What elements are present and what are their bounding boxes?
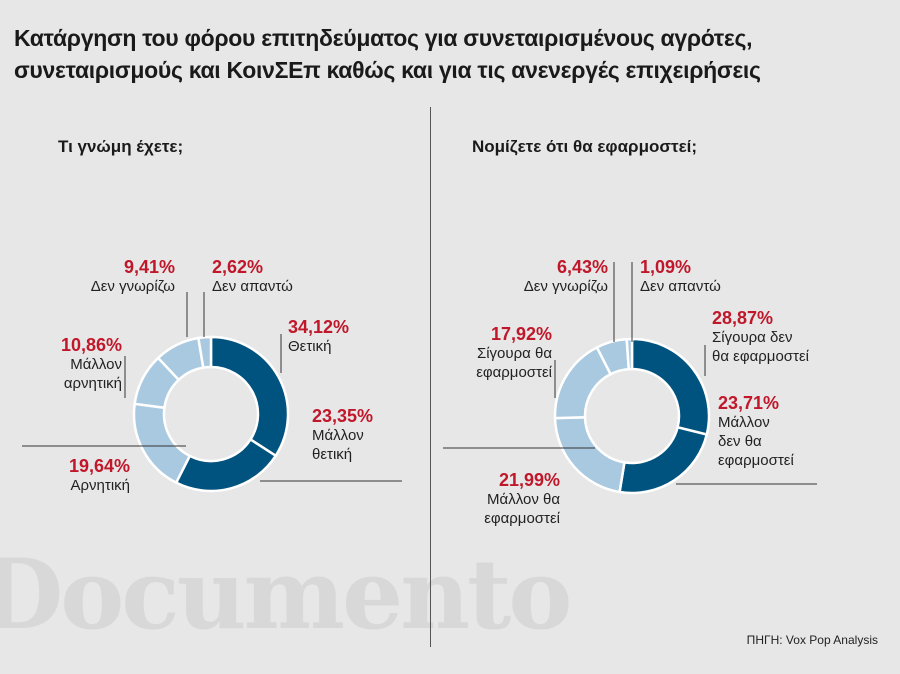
chart-2-title: Νομίζετε ότι θα εφαρμοστεί; — [472, 137, 698, 156]
label-c1-dont-know: 9,41% Δεν γνωρίζω — [91, 258, 175, 296]
donut-1-slice-3 — [132, 402, 192, 485]
name: θα εφαρμοστεί — [712, 348, 809, 365]
name: Σίγουρα θα — [476, 345, 552, 362]
name: εφαρμοστεί — [718, 452, 794, 469]
name: Σίγουρα δεν — [712, 329, 793, 346]
label-c1-no-answer: 2,62% Δεν απαντώ — [212, 258, 293, 296]
pct: 10,86% — [60, 335, 122, 355]
name: Δεν γνωρίζω — [90, 278, 175, 295]
name: εφαρμοστεί — [484, 510, 560, 527]
name: Μάλλον — [70, 356, 122, 373]
name: εφαρμοστεί — [476, 364, 552, 381]
leader-lines — [22, 262, 817, 485]
title-line-2: συνεταιρισμούς και ΚοινΣΕπ καθώς και για… — [14, 57, 761, 83]
pct: 34,12% — [288, 317, 350, 337]
name: Αρνητική — [70, 477, 130, 494]
page-title: Κατάργηση του φόρου επιτηδεύματος για συ… — [14, 22, 894, 86]
pct: 21,99% — [498, 470, 560, 490]
label-c1-rather-positive: 23,35% Μάλλον θετική — [312, 407, 373, 464]
label-c1-negative: 19,64% Αρνητική — [69, 457, 130, 495]
label-c2-no-answer: 1,09% Δεν απαντώ — [640, 258, 721, 296]
label-c2-surely-yes: 17,92% Σίγουρα θα εφαρμοστεί — [476, 325, 552, 382]
source-note: ΠΗΓΗ: Vox Pop Analysis — [746, 633, 878, 647]
title-line-1: Κατάργηση του φόρου επιτηδεύματος για συ… — [14, 25, 753, 51]
panel-divider — [430, 107, 431, 647]
donut-2-slice-6 — [625, 337, 634, 371]
pct: 17,92% — [490, 324, 552, 344]
watermark-logo: Documento — [0, 538, 572, 651]
donut-2-slice-3 — [553, 416, 626, 494]
name: αρνητική — [63, 375, 122, 392]
donut-1-slice-2 — [174, 437, 278, 493]
label-c2-rather-yes: 21,99% Μάλλον θα εφαρμοστεί — [484, 471, 560, 528]
donut-2-slice-2 — [618, 425, 709, 495]
label-c1-rather-negative: 10,86% Μάλλον αρνητική — [61, 336, 122, 393]
pct: 9,41% — [123, 257, 175, 277]
name: Μάλλον — [312, 427, 364, 444]
name: δεν θα — [718, 433, 762, 450]
donut-chart-2 — [553, 337, 711, 495]
pct: 19,64% — [68, 456, 130, 476]
name: Δεν απαντώ — [640, 278, 721, 295]
label-c2-dont-know: 6,43% Δεν γνωρίζω — [524, 258, 608, 296]
name: Θετική — [288, 338, 332, 355]
donut-1-slice-1 — [209, 335, 290, 458]
name: Δεν απαντώ — [212, 278, 293, 295]
pct: 1,09% — [640, 257, 692, 277]
pct: 6,43% — [556, 257, 608, 277]
pct: 23,71% — [718, 393, 780, 413]
donut-chart-1 — [132, 335, 290, 493]
name: θετική — [312, 446, 353, 463]
label-c2-rather-not: 23,71% Μάλλον δεν θα εφαρμοστεί — [718, 394, 794, 470]
name: Δεν γνωρίζω — [523, 278, 608, 295]
chart-1-title: Τι γνώμη έχετε; — [58, 137, 184, 156]
label-c2-surely-not: 28,87% Σίγουρα δεν θα εφαρμοστεί — [712, 309, 809, 366]
name: Μάλλον — [718, 414, 770, 431]
pct: 2,62% — [212, 257, 264, 277]
donut-2-slice-1 — [630, 337, 711, 437]
pct: 23,35% — [312, 406, 374, 426]
name: Μάλλον θα — [487, 491, 560, 508]
label-c1-positive: 34,12% Θετική — [288, 318, 349, 356]
donut-1-slice-6 — [196, 335, 213, 370]
pct: 28,87% — [712, 308, 774, 328]
